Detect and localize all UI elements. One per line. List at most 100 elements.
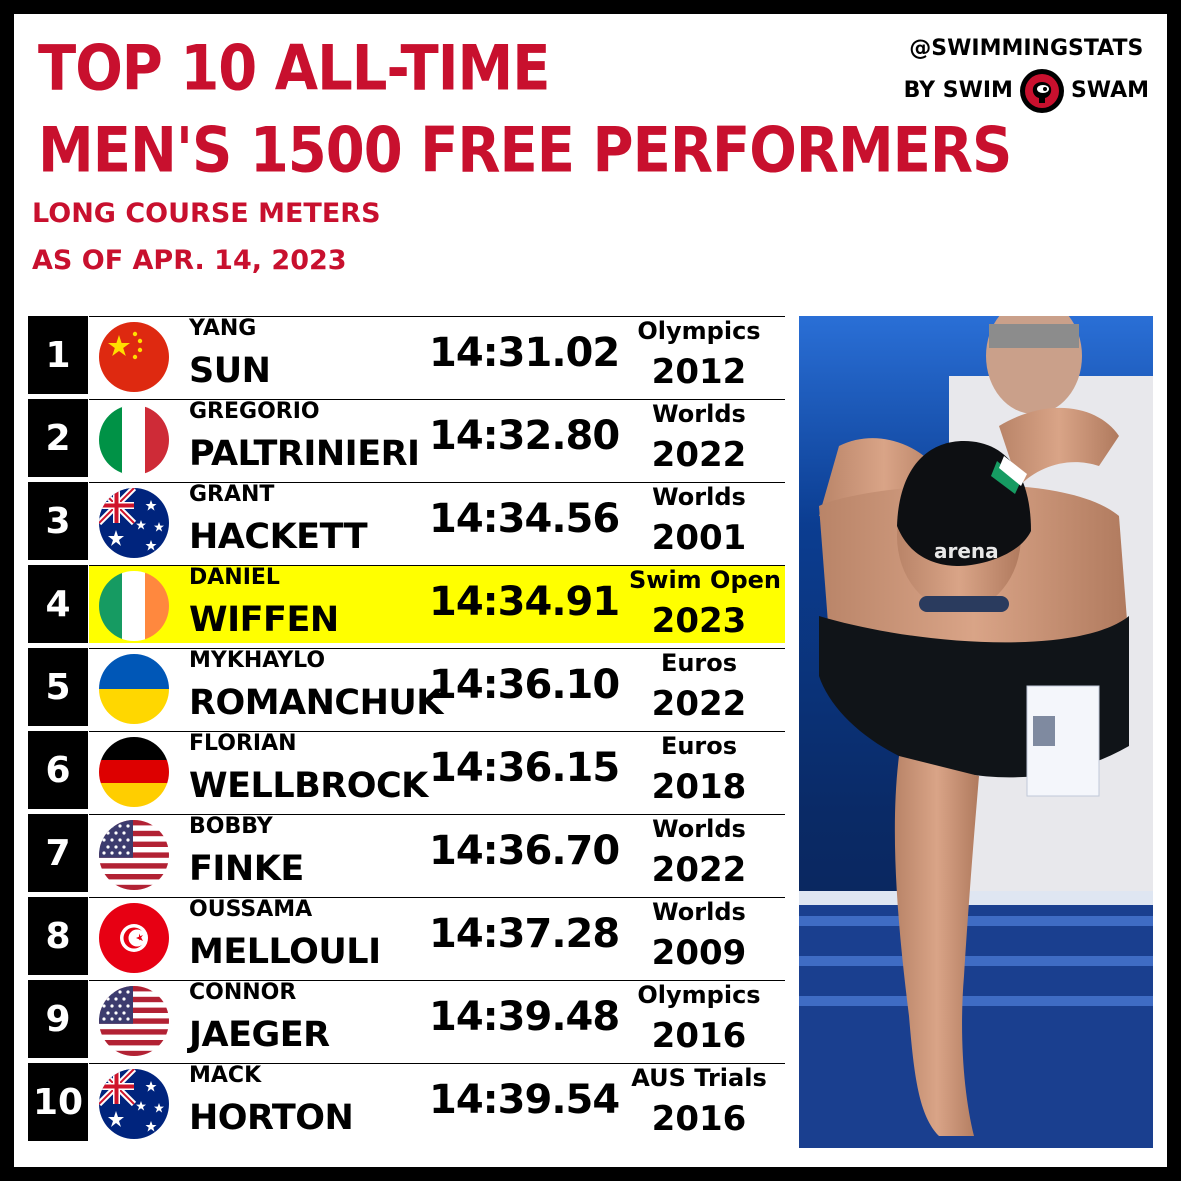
- swim-time: 14:31.02: [429, 330, 620, 376]
- rank-badge: 7: [28, 814, 88, 892]
- first-name: OUSSAMA: [189, 897, 313, 922]
- ranking-row-6: 6 FLORIAN WELLBROCK 14:36.15 Euros 2018: [28, 731, 785, 809]
- rank-badge: 10: [28, 1063, 88, 1141]
- brand-handle: @SWIMMINGSTATS: [909, 36, 1144, 61]
- ranking-row-7: 7 BOBBY FINKE 14:36.70 Worlds 2022: [28, 814, 785, 892]
- last-name: HACKETT: [189, 517, 368, 557]
- last-name: SUN: [189, 351, 271, 391]
- china-flag-icon: [99, 322, 169, 392]
- first-name: MYKHAYLO: [189, 648, 326, 673]
- meet-year: 2016: [651, 1016, 747, 1056]
- cap-brand-text: arena: [934, 539, 999, 563]
- ranking-row-4: 4 DANIEL WIFFEN 14:34.91 Swim Open 2023: [28, 565, 785, 643]
- subtitle-course: LONG COURSE METERS: [32, 198, 381, 229]
- first-name: YANG: [189, 316, 257, 341]
- last-name: WIFFEN: [189, 600, 339, 640]
- meet-year: 2016: [651, 1099, 747, 1139]
- first-name: GREGORIO: [189, 399, 320, 424]
- meet-name: Euros: [660, 732, 738, 760]
- first-name: FLORIAN: [189, 731, 297, 756]
- rank-badge: 3: [28, 482, 88, 560]
- swim-time: 14:36.70: [429, 828, 620, 874]
- australia-flag-icon: [99, 488, 169, 558]
- meet-year: 2009: [651, 933, 747, 973]
- last-name: PALTRINIERI: [189, 434, 420, 474]
- rank-badge: 2: [28, 399, 88, 477]
- ireland-flag-icon: [99, 571, 169, 641]
- ranking-row-8: 8 OUSSAMA MELLOULI 14:37.28 Worlds 2009: [28, 897, 785, 975]
- meet-year: 2023: [651, 601, 747, 641]
- first-name: MACK: [189, 1063, 262, 1088]
- swim-time: 14:36.15: [429, 745, 620, 791]
- row-content: OUSSAMA MELLOULI 14:37.28 Worlds 2009: [89, 897, 785, 975]
- last-name: MELLOULI: [189, 932, 381, 972]
- row-content: FLORIAN WELLBROCK 14:36.15 Euros 2018: [89, 731, 785, 809]
- brand-byline: BY SWIM SWAM: [904, 68, 1149, 114]
- title-line-2: MEN'S 1500 FREE PERFORMERS: [38, 114, 1012, 188]
- meet-year: 2022: [651, 435, 747, 475]
- last-name: HORTON: [189, 1098, 354, 1138]
- ranking-row-10: 10 MACK HORTON 14:39.54 AUS Trials 2016: [28, 1063, 785, 1141]
- swim-time: 14:39.54: [429, 1077, 620, 1123]
- first-name: CONNOR: [189, 980, 297, 1005]
- brand-swam: SWAM: [1070, 78, 1149, 103]
- last-name: ROMANCHUK: [189, 683, 443, 723]
- ranking-row-9: 9 CONNOR JAEGER 14:39.48 Olympics 2016: [28, 980, 785, 1058]
- row-content: CONNOR JAEGER 14:39.48 Olympics 2016: [89, 980, 785, 1058]
- usa-flag-icon: [99, 820, 169, 890]
- swim-time: 14:34.91: [429, 579, 620, 625]
- swimmer-photo: arena: [799, 316, 1153, 1148]
- swim-time: 14:34.56: [429, 496, 620, 542]
- row-content: MYKHAYLO ROMANCHUK 14:36.10 Euros 2022: [89, 648, 785, 726]
- swimswam-logo-icon: [1019, 69, 1064, 113]
- last-name: WELLBROCK: [189, 766, 428, 806]
- row-content: MACK HORTON 14:39.54 AUS Trials 2016: [89, 1063, 785, 1141]
- ranking-row-3: 3 GRANT HACKETT 14:34.56 Worlds 2001: [28, 482, 785, 560]
- ranking-row-2: 2 GREGORIO PALTRINIERI 14:32.80 Worlds 2…: [28, 399, 785, 477]
- meet-year: 2022: [651, 850, 747, 890]
- swimmer-illustration: arena: [799, 316, 1153, 1148]
- meet-year: 2022: [651, 684, 747, 724]
- row-content: GRANT HACKETT 14:34.56 Worlds 2001: [89, 482, 785, 560]
- first-name: BOBBY: [189, 814, 273, 839]
- ranking-row-1: 1 YANG SUN 14:31.02 Olympics 2012: [28, 316, 785, 394]
- ukraine-flag-icon: [99, 654, 169, 724]
- rank-badge: 6: [28, 731, 88, 809]
- swim-time: 14:32.80: [429, 413, 620, 459]
- meet-year: 2001: [651, 518, 747, 558]
- row-content: DANIEL WIFFEN 14:34.91 Swim Open 2023: [89, 565, 785, 643]
- meet-name: Worlds: [652, 400, 746, 428]
- meet-name: Swim Open: [629, 566, 781, 594]
- rank-badge: 5: [28, 648, 88, 726]
- meet-name: Euros: [660, 649, 738, 677]
- last-name: FINKE: [189, 849, 304, 889]
- subtitle-date: AS OF APR. 14, 2023: [32, 245, 347, 276]
- meet-name: Olympics: [637, 317, 761, 345]
- meet-name: Worlds: [652, 815, 746, 843]
- australia-flag-icon: [99, 1069, 169, 1139]
- first-name: DANIEL: [189, 565, 280, 590]
- meet-name: AUS Trials: [631, 1064, 767, 1092]
- meet-name: Olympics: [637, 981, 761, 1009]
- swim-time: 14:37.28: [429, 911, 620, 957]
- row-content: YANG SUN 14:31.02 Olympics 2012: [89, 316, 785, 394]
- brand-by: BY SWIM: [903, 78, 1013, 103]
- meet-name: Worlds: [652, 898, 746, 926]
- brand-block: @SWIMMINGSTATS BY SWIM SWAM: [904, 38, 1149, 114]
- rank-badge: 8: [28, 897, 88, 975]
- meet-year: 2012: [651, 352, 747, 392]
- swim-time: 14:36.10: [429, 662, 620, 708]
- swim-time: 14:39.48: [429, 994, 620, 1040]
- title-line-1: TOP 10 ALL-TIME: [38, 32, 551, 106]
- ranking-row-5: 5 MYKHAYLO ROMANCHUK 14:36.10 Euros 2022: [28, 648, 785, 726]
- last-name: JAEGER: [189, 1015, 330, 1055]
- germany-flag-icon: [99, 737, 169, 807]
- italy-flag-icon: [99, 405, 169, 475]
- meet-year: 2018: [651, 767, 747, 807]
- meet-name: Worlds: [652, 483, 746, 511]
- first-name: GRANT: [189, 482, 275, 507]
- row-content: BOBBY FINKE 14:36.70 Worlds 2022: [89, 814, 785, 892]
- rank-badge: 1: [28, 316, 88, 394]
- usa-flag-icon: [99, 986, 169, 1056]
- rank-badge: 9: [28, 980, 88, 1058]
